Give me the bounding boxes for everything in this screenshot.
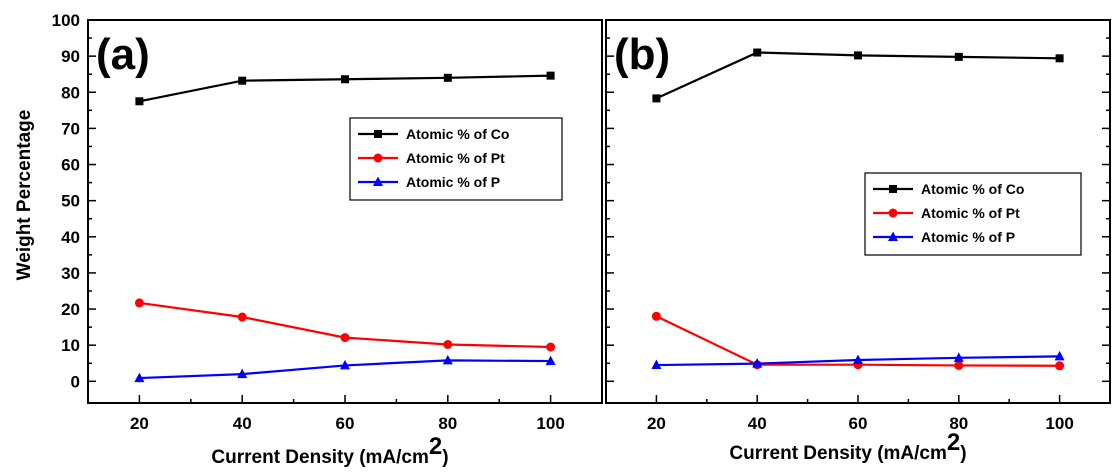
data-point bbox=[341, 75, 349, 84]
y-tick-label: 10 bbox=[61, 336, 80, 355]
x-tick-label: 80 bbox=[438, 414, 457, 433]
data-point bbox=[340, 333, 350, 343]
data-point bbox=[753, 48, 762, 57]
data-point bbox=[237, 312, 247, 322]
data-point bbox=[340, 359, 350, 370]
legend: Atomic % of Co Atomic % of Pt Atomic % of … bbox=[864, 172, 1082, 256]
x-tick-label: 60 bbox=[336, 414, 355, 433]
y-tick-label: 0 bbox=[71, 372, 80, 391]
data-point bbox=[651, 359, 662, 370]
y-tick-label: 40 bbox=[61, 228, 80, 247]
data-point bbox=[545, 355, 556, 366]
x-axis-title: Current Density (mA/cm2) bbox=[211, 433, 448, 468]
data-point bbox=[953, 352, 964, 362]
series-triangle bbox=[134, 354, 556, 383]
legend-label: Atomic % of Co bbox=[921, 181, 1024, 197]
x-tick-label: 20 bbox=[647, 414, 666, 433]
y-axis-title: Weight Percentage bbox=[14, 110, 35, 281]
data-point bbox=[652, 94, 661, 103]
data-point bbox=[135, 97, 144, 106]
data-point bbox=[134, 372, 145, 383]
panel-b: 20 40 60 80 100 Current Density (mA/cm2) (b) At… bbox=[605, 19, 1111, 464]
legend-label: Atomic % of Co bbox=[406, 126, 509, 142]
legend-label: Atomic % of P bbox=[921, 229, 1015, 245]
legend-label: Atomic % of P bbox=[406, 174, 500, 190]
series-square bbox=[135, 71, 555, 106]
data-point bbox=[443, 339, 453, 349]
data-point bbox=[954, 52, 963, 61]
data-point bbox=[752, 358, 763, 368]
x-tick-label: 40 bbox=[233, 414, 252, 433]
x-tick-label: 40 bbox=[748, 414, 767, 433]
legend-label: Atomic % of Pt bbox=[921, 205, 1020, 221]
legend-marker bbox=[374, 130, 382, 138]
data-point bbox=[238, 76, 247, 85]
legend-marker bbox=[373, 176, 383, 186]
legend-marker bbox=[889, 185, 897, 193]
data-point bbox=[1055, 54, 1064, 63]
panel-label: (b) bbox=[614, 30, 670, 79]
y-tick-label: 50 bbox=[61, 192, 80, 211]
x-tick-label: 20 bbox=[130, 414, 149, 433]
x-tick-label: 60 bbox=[849, 414, 868, 433]
data-point bbox=[954, 360, 964, 370]
x-axis-title: Current Density (mA/cm2) bbox=[729, 429, 966, 464]
panel-label: (a) bbox=[96, 30, 150, 79]
y-tick-label: 100 bbox=[52, 11, 80, 30]
legend-label: Atomic % of Pt bbox=[406, 150, 505, 166]
x-tick-label: 100 bbox=[536, 414, 564, 433]
data-point bbox=[854, 51, 862, 60]
y-tick-label: 60 bbox=[61, 156, 80, 175]
data-point bbox=[546, 342, 556, 352]
data-point bbox=[651, 311, 661, 321]
series-triangle bbox=[651, 350, 1065, 370]
panel-a: 0 10 20 30 40 50 60 70 80 90 100 20 40 60 80 100 Current… bbox=[52, 11, 603, 468]
data-point bbox=[853, 354, 863, 365]
legend: Atomic % of Co Atomic % of Pt Atomic % of … bbox=[349, 117, 563, 201]
data-point bbox=[1055, 361, 1065, 371]
data-point bbox=[546, 71, 555, 80]
series-circle bbox=[134, 298, 556, 352]
y-tick-label: 20 bbox=[61, 300, 80, 319]
y-tick-label: 30 bbox=[61, 264, 80, 283]
x-tick-label: 80 bbox=[949, 414, 968, 433]
data-point bbox=[237, 368, 248, 379]
x-tick-label: 100 bbox=[1045, 414, 1073, 433]
data-point bbox=[134, 298, 144, 308]
series-square bbox=[652, 48, 1064, 103]
y-tick-label: 70 bbox=[61, 119, 80, 138]
y-tick-label: 90 bbox=[61, 47, 80, 66]
legend-marker bbox=[373, 153, 383, 163]
data-point bbox=[442, 354, 453, 365]
legend-marker bbox=[888, 208, 898, 218]
y-tick-label: 80 bbox=[61, 83, 80, 102]
legend-marker bbox=[888, 231, 898, 241]
data-point bbox=[1054, 350, 1065, 361]
data-point bbox=[443, 73, 452, 82]
